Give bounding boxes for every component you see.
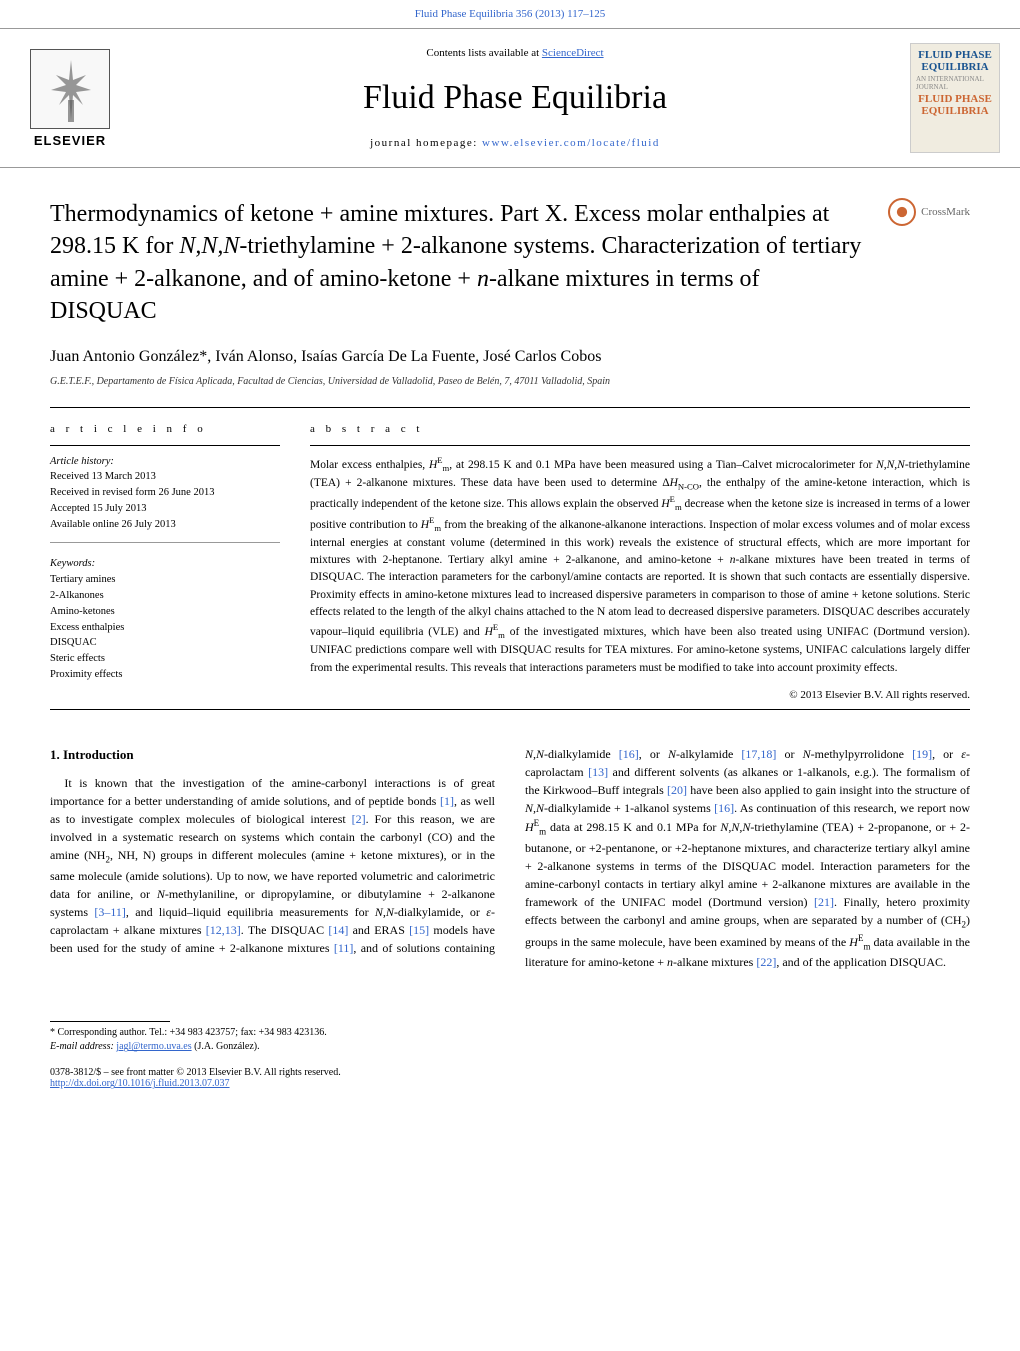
crossmark-label: CrossMark	[921, 206, 970, 218]
abstract-text: Molar excess enthalpies, HEm, at 298.15 …	[310, 454, 970, 677]
article-info: a r t i c l e i n f o Article history: R…	[50, 423, 280, 701]
keywords-label: Keywords:	[50, 558, 280, 569]
doi-link[interactable]: http://dx.doi.org/10.1016/j.fluid.2013.0…	[50, 1078, 230, 1089]
body-section: 1. Introduction It is known that the inv…	[50, 745, 970, 972]
keyword: 2-Alkanones	[50, 588, 280, 604]
publisher-name: ELSEVIER	[34, 133, 106, 148]
abstract: a b s t r a c t Molar excess enthalpies,…	[310, 423, 970, 701]
journal-homepage: journal homepage: www.elsevier.com/locat…	[120, 137, 910, 149]
corresponding-author: * Corresponding author. Tel.: +34 983 42…	[50, 1027, 970, 1038]
email-label: E-mail address:	[50, 1041, 116, 1052]
cover-subtitle: AN INTERNATIONAL JOURNAL	[916, 75, 994, 91]
cover-title-2: EQUILIBRIA	[921, 61, 988, 73]
journal-name: Fluid Phase Equilibria	[120, 79, 910, 117]
intro-paragraph: It is known that the investigation of th…	[50, 745, 970, 972]
keyword: Amino-ketones	[50, 604, 280, 620]
journal-center: Contents lists available at ScienceDirec…	[120, 47, 910, 149]
cover-title-4: EQUILIBRIA	[921, 105, 988, 117]
online-date: Available online 26 July 2013	[50, 517, 280, 533]
footer-bottom: 0378-3812/$ – see front matter © 2013 El…	[0, 1067, 1020, 1109]
keyword: Steric effects	[50, 651, 280, 667]
crossmark-badge[interactable]: CrossMark	[888, 198, 970, 226]
abstract-header: a b s t r a c t	[310, 423, 970, 435]
accepted-date: Accepted 15 July 2013	[50, 501, 280, 517]
email-link[interactable]: jagl@termo.uva.es	[116, 1041, 191, 1052]
contents-text: Contents lists available at	[426, 47, 541, 59]
keyword: DISQUAC	[50, 635, 280, 651]
contents-line: Contents lists available at ScienceDirec…	[120, 47, 910, 59]
elsevier-tree-icon	[30, 49, 110, 129]
revised-date: Received in revised form 26 June 2013	[50, 485, 280, 501]
copyright: © 2013 Elsevier B.V. All rights reserved…	[310, 689, 970, 701]
journal-header: ELSEVIER Contents lists available at Sci…	[0, 28, 1020, 168]
keyword: Tertiary amines	[50, 572, 280, 588]
article-title: Thermodynamics of ketone + amine mixture…	[50, 198, 868, 328]
keyword: Excess enthalpies	[50, 620, 280, 636]
homepage-label: journal homepage:	[370, 137, 482, 149]
cover-title-1: FLUID PHASE	[918, 49, 992, 61]
article-info-header: a r t i c l e i n f o	[50, 423, 280, 435]
authors: Juan Antonio González*, Iván Alonso, Isa…	[50, 348, 970, 366]
email-name: (J.A. González).	[192, 1041, 260, 1052]
crossmark-icon	[888, 198, 916, 226]
intro-header: 1. Introduction	[50, 745, 495, 765]
affiliation: G.E.T.E.F., Departamento de Física Aplic…	[50, 376, 970, 387]
elsevier-logo: ELSEVIER	[20, 43, 120, 153]
cover-title-3: FLUID PHASE	[918, 93, 992, 105]
homepage-link[interactable]: www.elsevier.com/locate/fluid	[482, 137, 660, 149]
header-citation: Fluid Phase Equilibria 356 (2013) 117–12…	[0, 0, 1020, 28]
journal-cover: FLUID PHASE EQUILIBRIA AN INTERNATIONAL …	[910, 43, 1000, 153]
footer: * Corresponding author. Tel.: +34 983 42…	[0, 1021, 1020, 1052]
received-date: Received 13 March 2013	[50, 469, 280, 485]
sciencedirect-link[interactable]: ScienceDirect	[542, 47, 604, 59]
keyword: Proximity effects	[50, 667, 280, 683]
history-label: Article history:	[50, 454, 280, 470]
issn-line: 0378-3812/$ – see front matter © 2013 El…	[50, 1067, 970, 1078]
